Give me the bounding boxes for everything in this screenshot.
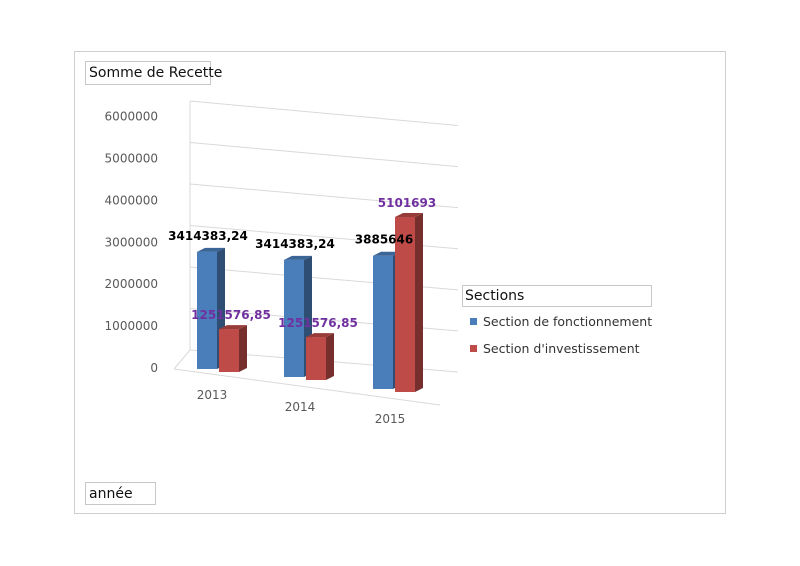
- legend-label: Section d'investissement: [483, 341, 640, 356]
- y-tick-label: 3000000: [105, 235, 158, 249]
- bar-side: [326, 333, 334, 380]
- legend-swatch: [470, 318, 477, 325]
- x-tick-label: 2015: [375, 412, 406, 426]
- pivot-axis-field-button[interactable]: année: [85, 482, 156, 505]
- gridline: [189, 142, 459, 168]
- floor-front-edge: [173, 368, 441, 406]
- bar-top: [219, 325, 247, 330]
- data-label: 3414383,24: [168, 229, 248, 243]
- bar-front: [306, 337, 326, 380]
- y-tick-label: 2000000: [105, 277, 158, 291]
- data-label: 3885646: [355, 233, 413, 247]
- bar-top: [306, 333, 334, 338]
- data-label: 1251576,85: [278, 316, 358, 330]
- x-tick-label: 2013: [197, 388, 228, 402]
- legend-item-fonctionnement: Section de fonctionnement: [470, 314, 652, 329]
- data-label: 1251576,85: [191, 308, 271, 322]
- legend-field-button[interactable]: Sections: [462, 285, 652, 307]
- legend-swatch: [470, 345, 477, 352]
- y-tick-label: 1000000: [105, 319, 158, 333]
- legend-item-investissement: Section d'investissement: [470, 341, 640, 356]
- gridline: [189, 183, 459, 209]
- y-tick-label: 5000000: [105, 151, 158, 165]
- gridline: [189, 100, 459, 126]
- bar-front: [219, 329, 239, 372]
- bar-side: [239, 325, 247, 372]
- data-label: 3414383,24: [255, 237, 335, 251]
- bar-side: [415, 213, 423, 392]
- y-tick-label: 6000000: [105, 110, 158, 124]
- data-label: 5101693: [378, 196, 436, 210]
- bar-front: [284, 259, 304, 377]
- bar-top: [197, 247, 225, 252]
- legend-label: Section de fonctionnement: [483, 314, 653, 329]
- x-tick-label: 2014: [285, 400, 316, 414]
- y-tick-label: 0: [150, 361, 158, 375]
- y-tick-label: 4000000: [105, 193, 158, 207]
- bar-front: [373, 255, 393, 389]
- floor-edge: [173, 349, 191, 370]
- bar-front: [395, 217, 415, 392]
- pivot-value-field-button[interactable]: Somme de Recette: [85, 61, 222, 85]
- bar-top: [373, 251, 401, 256]
- bar-top: [395, 213, 423, 218]
- bar-top: [284, 255, 312, 260]
- bar-front: [197, 251, 217, 369]
